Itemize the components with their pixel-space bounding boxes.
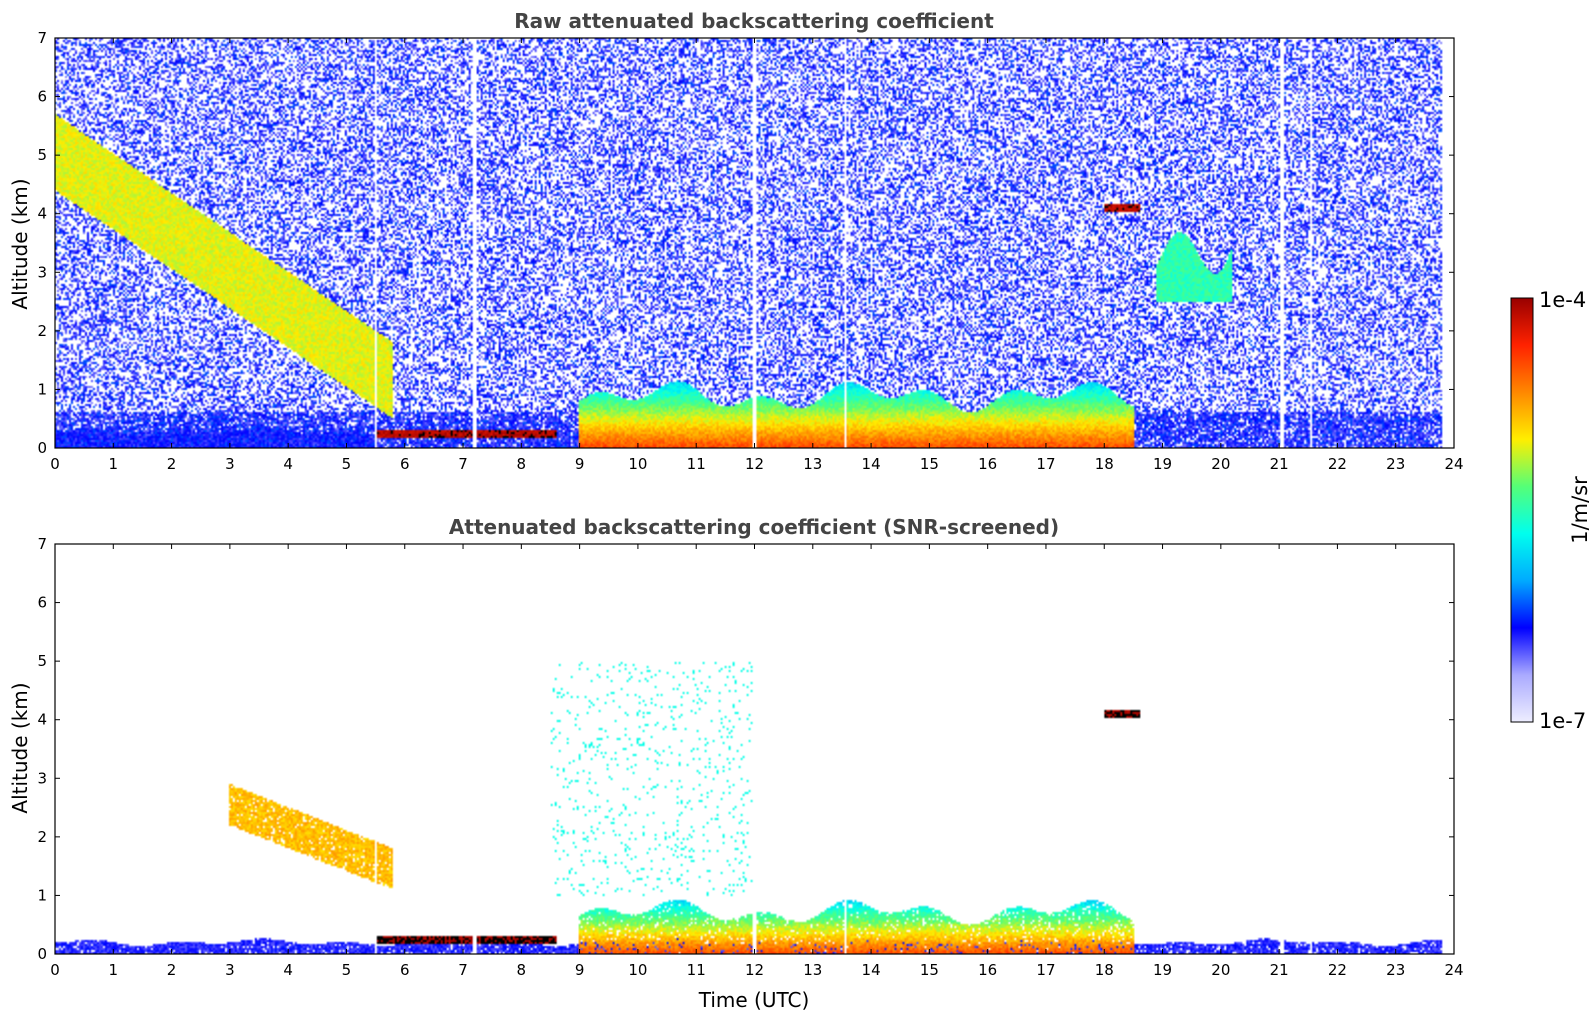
y-tick-label: 3 (37, 769, 47, 787)
x-tick-label: 7 (458, 455, 468, 473)
y-tick-label: 2 (37, 828, 47, 846)
x-tick-label: 4 (283, 455, 293, 473)
x-tick-label: 8 (517, 961, 527, 979)
x-tick-label: 19 (1153, 961, 1172, 979)
x-tick-label: 4 (283, 961, 293, 979)
x-tick-label: 11 (687, 455, 706, 473)
x-tick-label: 22 (1328, 455, 1347, 473)
x-tick-label: 1 (109, 961, 119, 979)
backscatter-heatmap (55, 544, 1454, 954)
raw-backscatter-panel: Raw attenuated backscattering coefficien… (8, 9, 1464, 473)
x-axis-label: Time (UTC) (698, 988, 810, 1012)
y-tick-label: 1 (37, 380, 47, 398)
x-tick-label: 23 (1386, 961, 1405, 979)
x-tick-label: 18 (1095, 455, 1114, 473)
colorbar-unit-label: 1/m/sr (1568, 476, 1592, 544)
x-tick-label: 2 (167, 961, 177, 979)
x-tick-label: 12 (745, 455, 764, 473)
y-tick-label: 5 (37, 146, 47, 164)
x-tick-label: 24 (1444, 961, 1463, 979)
axes-ticks: 0 1 2 3 4 5 6 7 8 9 10 11 12 13 14 15 16 17 18 19 20 21 22 23 24… (37, 29, 1463, 473)
y-tick-label: 2 (37, 322, 47, 340)
colorbar: 1e-4 1e-7 1/m/sr (1510, 288, 1592, 733)
colorbar-max-label: 1e-4 (1539, 288, 1586, 312)
backscatter-heatmap (55, 38, 1454, 448)
x-tick-label: 5 (342, 961, 352, 979)
panel-title: Attenuated backscattering coefficient (S… (449, 515, 1059, 539)
x-tick-label: 16 (978, 455, 997, 473)
colorbar-gradient (1510, 297, 1534, 723)
x-tick-label: 21 (1270, 455, 1289, 473)
y-tick-label: 0 (37, 945, 47, 963)
x-tick-label: 10 (628, 455, 647, 473)
x-tick-label: 3 (225, 961, 235, 979)
x-tick-label: 13 (803, 455, 822, 473)
x-tick-label: 15 (920, 961, 939, 979)
x-tick-label: 19 (1153, 455, 1172, 473)
y-tick-label: 3 (37, 263, 47, 281)
x-tick-label: 24 (1444, 455, 1463, 473)
x-tick-label: 7 (458, 961, 468, 979)
x-tick-label: 9 (575, 455, 585, 473)
y-axis-label: Altitude (km) (8, 682, 32, 813)
x-tick-label: 22 (1328, 961, 1347, 979)
y-tick-label: 4 (37, 205, 47, 223)
x-tick-label: 20 (1211, 961, 1230, 979)
snr-screened-panel: Attenuated backscattering coefficient (S… (8, 515, 1464, 1012)
x-tick-label: 6 (400, 455, 410, 473)
x-tick-label: 0 (50, 455, 60, 473)
x-tick-label: 17 (1036, 961, 1055, 979)
x-tick-label: 15 (920, 455, 939, 473)
x-tick-label: 2 (167, 455, 177, 473)
x-tick-label: 10 (628, 961, 647, 979)
x-tick-label: 6 (400, 961, 410, 979)
x-tick-label: 14 (862, 455, 881, 473)
y-tick-label: 1 (37, 886, 47, 904)
x-tick-label: 20 (1211, 455, 1230, 473)
x-tick-label: 8 (517, 455, 527, 473)
y-tick-label: 0 (37, 439, 47, 457)
x-tick-label: 3 (225, 455, 235, 473)
axes-ticks: 0 1 2 3 4 5 6 7 8 9 10 11 12 13 14 15 16 17 18 19 20 21 22 23 24… (37, 535, 1463, 979)
x-tick-label: 17 (1036, 455, 1055, 473)
y-tick-label: 4 (37, 711, 47, 729)
colorbar-min-label: 1e-7 (1539, 709, 1586, 733)
x-tick-label: 13 (803, 961, 822, 979)
x-tick-label: 16 (978, 961, 997, 979)
x-tick-label: 23 (1386, 455, 1405, 473)
y-tick-label: 7 (37, 535, 47, 553)
y-tick-label: 6 (37, 594, 47, 612)
x-tick-label: 0 (50, 961, 60, 979)
x-tick-label: 21 (1270, 961, 1289, 979)
x-tick-label: 18 (1095, 961, 1114, 979)
x-tick-label: 1 (109, 455, 119, 473)
x-tick-label: 5 (342, 455, 352, 473)
y-tick-label: 7 (37, 29, 47, 47)
x-tick-label: 14 (862, 961, 881, 979)
panel-title: Raw attenuated backscattering coefficien… (514, 9, 994, 33)
x-tick-label: 11 (687, 961, 706, 979)
y-axis-label: Altitude (km) (8, 178, 32, 309)
y-tick-label: 6 (37, 88, 47, 106)
y-tick-label: 5 (37, 652, 47, 670)
x-tick-label: 12 (745, 961, 764, 979)
x-tick-label: 9 (575, 961, 585, 979)
